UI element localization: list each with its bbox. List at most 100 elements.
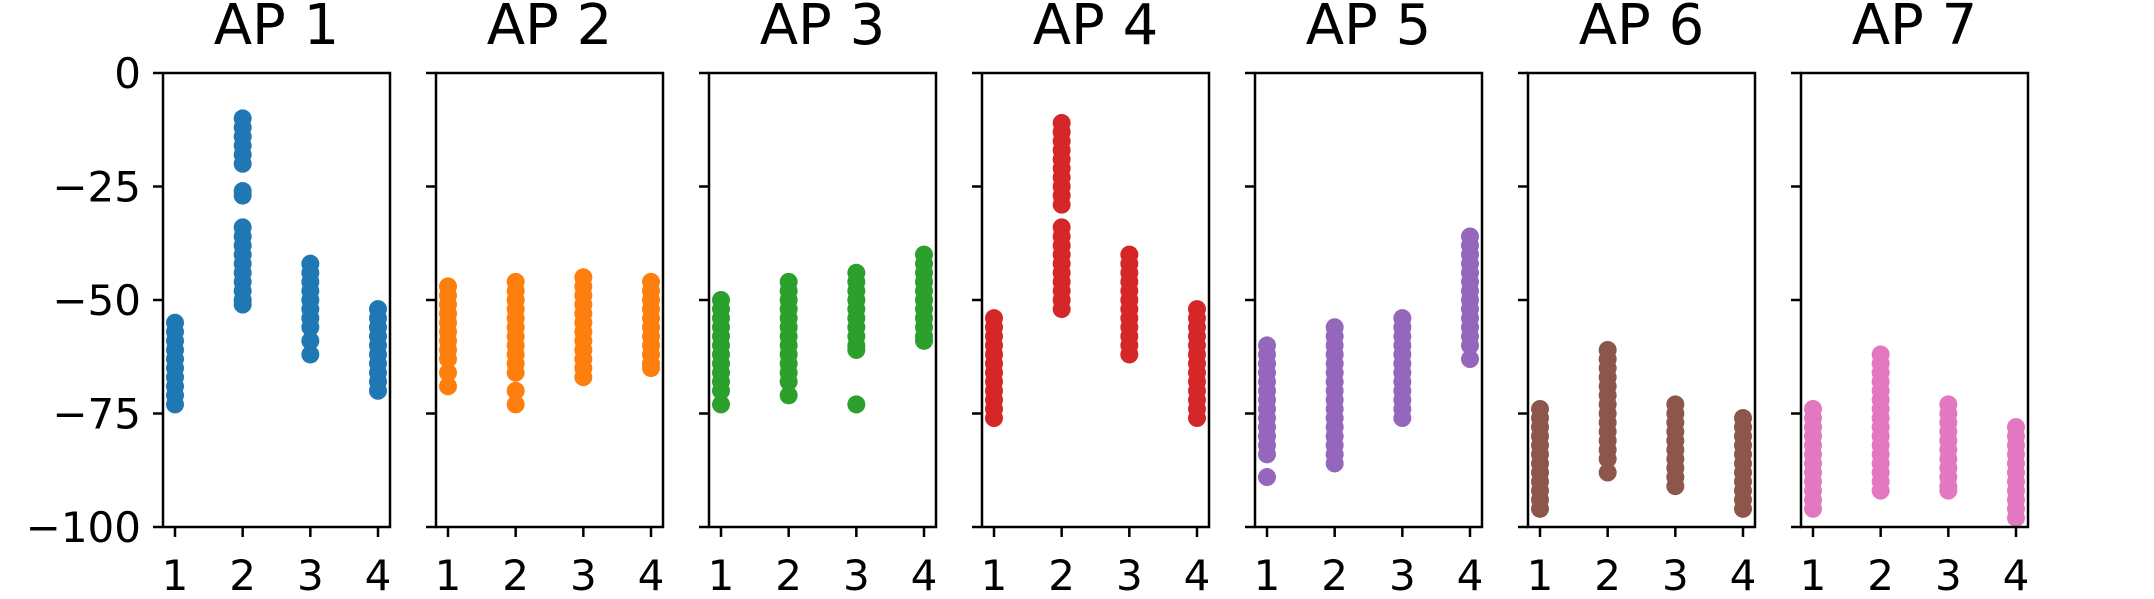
data-point bbox=[642, 359, 660, 378]
axes-frame bbox=[434, 71, 665, 529]
data-point bbox=[1052, 300, 1071, 319]
data-point bbox=[506, 363, 525, 382]
y-tick-label: −50 bbox=[52, 276, 141, 325]
data-point bbox=[574, 368, 593, 387]
data-point bbox=[1325, 454, 1344, 473]
x-tick-label: 1 bbox=[1254, 551, 1281, 599]
data-point bbox=[985, 409, 1003, 428]
x-tick-label: 1 bbox=[162, 551, 189, 599]
data-point bbox=[439, 377, 457, 396]
data-points bbox=[1804, 345, 2025, 527]
data-point bbox=[847, 395, 866, 414]
axes-frame bbox=[1526, 71, 1757, 529]
y-tick-label: 0 bbox=[114, 49, 141, 98]
data-point bbox=[1598, 449, 1617, 468]
panel-title: AP 1 bbox=[214, 0, 340, 58]
x-tick-label: 3 bbox=[1116, 551, 1143, 599]
x-tick-label: 2 bbox=[775, 551, 802, 599]
data-point bbox=[1258, 468, 1276, 487]
data-point bbox=[506, 381, 525, 400]
data-point bbox=[1258, 445, 1276, 464]
data-point bbox=[301, 331, 320, 350]
data-point bbox=[233, 295, 252, 314]
x-tick-label: 2 bbox=[1048, 551, 1075, 599]
x-tick-label: 1 bbox=[708, 551, 735, 599]
data-point bbox=[166, 395, 184, 414]
data-point bbox=[233, 186, 252, 205]
x-tick-label: 4 bbox=[1184, 551, 1211, 599]
x-tick-label: 3 bbox=[1389, 551, 1416, 599]
x-tick-label: 2 bbox=[502, 551, 529, 599]
panel-title: AP 7 bbox=[1852, 0, 1978, 58]
x-tick-label: 1 bbox=[1527, 551, 1554, 599]
data-point bbox=[1461, 336, 1479, 355]
x-tick-label: 3 bbox=[570, 551, 597, 599]
data-point bbox=[915, 331, 933, 350]
data-points bbox=[439, 268, 660, 414]
x-tick-label: 2 bbox=[229, 551, 256, 599]
panel-ap-3: AP 3 1 2 3 4 bbox=[699, 0, 937, 599]
x-tick-label: 3 bbox=[1662, 551, 1689, 599]
axes-frame bbox=[980, 71, 1211, 529]
data-point bbox=[1598, 463, 1617, 482]
data-point bbox=[439, 363, 457, 382]
x-tick-label: 3 bbox=[843, 551, 870, 599]
y-tick-label: −75 bbox=[52, 390, 141, 439]
data-point bbox=[2007, 508, 2025, 527]
data-point bbox=[1666, 477, 1685, 496]
panel-title: AP 6 bbox=[1579, 0, 1705, 58]
axes-frame bbox=[1799, 71, 2030, 529]
x-tick-label: 2 bbox=[1867, 551, 1894, 599]
panel-title: AP 5 bbox=[1306, 0, 1432, 58]
data-points bbox=[712, 245, 933, 414]
data-point bbox=[779, 386, 798, 405]
data-point bbox=[301, 318, 320, 337]
panel-title: AP 4 bbox=[1033, 0, 1159, 58]
y-tick-label: −100 bbox=[26, 503, 141, 552]
x-tick-label: 4 bbox=[1730, 551, 1757, 599]
data-point bbox=[233, 154, 252, 173]
data-point bbox=[301, 345, 320, 364]
data-point bbox=[1461, 350, 1479, 369]
panel-ap-6: AP 6 1 2 3 4 bbox=[1518, 0, 1756, 599]
data-points bbox=[985, 113, 1206, 428]
data-point bbox=[1393, 409, 1412, 428]
axes-frame bbox=[161, 71, 392, 529]
data-point bbox=[1120, 345, 1139, 364]
x-tick-label: 2 bbox=[1321, 551, 1348, 599]
data-point bbox=[506, 395, 525, 414]
x-tick-label: 4 bbox=[2003, 551, 2030, 599]
panel-ap-5: AP 5 1 2 3 4 bbox=[1245, 0, 1483, 599]
panel-ap-2: AP 2 1 2 3 4 bbox=[426, 0, 664, 599]
data-point bbox=[439, 350, 457, 369]
panel-title: AP 2 bbox=[487, 0, 613, 58]
data-point bbox=[712, 395, 730, 414]
x-tick-label: 4 bbox=[365, 551, 392, 599]
panel-ap-7: AP 7 1 2 3 4 bbox=[1791, 0, 2029, 599]
x-tick-label: 1 bbox=[1800, 551, 1827, 599]
panel-title: AP 3 bbox=[760, 0, 886, 58]
data-point bbox=[779, 372, 798, 391]
x-tick-label: 3 bbox=[297, 551, 324, 599]
axes-frame bbox=[1253, 71, 1484, 529]
data-point bbox=[1531, 499, 1549, 518]
data-points bbox=[166, 109, 387, 414]
data-points bbox=[1531, 340, 1752, 518]
data-point bbox=[1052, 195, 1071, 214]
panel-ap-1: AP 1 0 −25 −50 −75 −100 1 2 3 4 bbox=[26, 0, 392, 599]
x-tick-label: 1 bbox=[981, 551, 1008, 599]
axes-frame bbox=[707, 71, 938, 529]
x-tick-label: 3 bbox=[1935, 551, 1962, 599]
data-point bbox=[1871, 481, 1890, 500]
data-point bbox=[1188, 409, 1206, 428]
data-point bbox=[369, 381, 387, 400]
x-tick-label: 2 bbox=[1594, 551, 1621, 599]
x-tick-label: 4 bbox=[638, 551, 665, 599]
x-tick-label: 4 bbox=[911, 551, 938, 599]
data-point bbox=[1939, 481, 1958, 500]
y-tick-label: −25 bbox=[52, 163, 141, 212]
panel-ap-4: AP 4 1 2 3 4 bbox=[972, 0, 1210, 599]
data-point bbox=[1804, 499, 1822, 518]
